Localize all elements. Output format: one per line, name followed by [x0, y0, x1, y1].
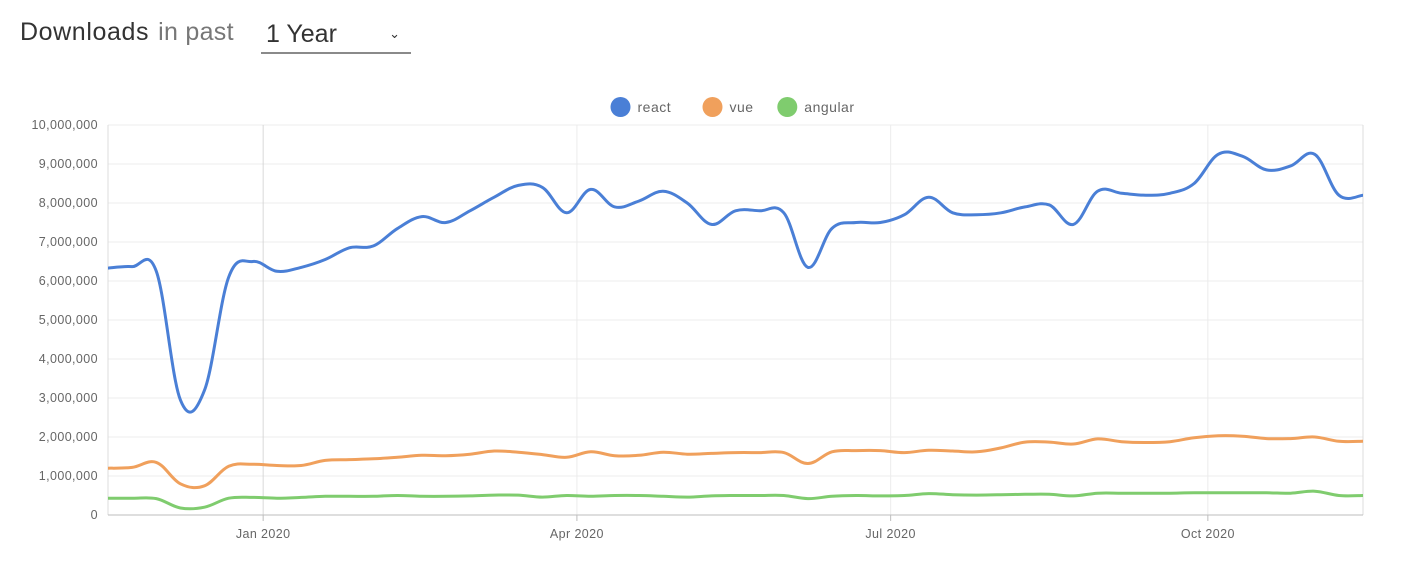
legend: react vue angular: [610, 97, 854, 117]
y-tick-label: 8,000,000: [39, 196, 98, 210]
series-line-react: [108, 150, 1363, 414]
downloads-heading: Downloads in past: [20, 18, 234, 54]
series-line-angular: [108, 489, 1363, 511]
y-axis: 0 1,000,000 2,000,000 3,000,000 4,000,000 5,0…: [31, 118, 1364, 522]
heading-in-past: in past: [158, 18, 234, 46]
y-tick-label: 7,000,000: [39, 235, 98, 249]
legend-item-angular[interactable]: angular: [777, 97, 854, 117]
y-tick-label: 1,000,000: [39, 469, 98, 483]
legend-swatch-vue: [702, 97, 723, 117]
legend-label-react: react: [638, 99, 672, 115]
legend-label-vue: vue: [730, 99, 754, 115]
legend-swatch-react: [610, 97, 631, 117]
heading-downloads: Downloads: [20, 18, 150, 46]
x-axis: Jan 2020 Apr 2020 Jul 2020 Oct 2020: [108, 514, 1363, 541]
x-tick-label: Apr 2020: [550, 527, 604, 541]
legend-label-angular: angular: [804, 99, 854, 115]
y-tick-label: 2,000,000: [39, 430, 98, 444]
y-tick-label: 6,000,000: [39, 274, 98, 288]
legend-item-vue[interactable]: vue: [702, 97, 754, 117]
time-range-value: 1 Year: [266, 20, 337, 48]
y-tick-label: 3,000,000: [39, 391, 98, 405]
y-tick-label: 5,000,000: [39, 313, 98, 327]
y-tick-label: 4,000,000: [39, 352, 98, 366]
legend-item-react[interactable]: react: [610, 97, 672, 117]
series-lines: [108, 150, 1363, 511]
y-tick-label: 0: [91, 508, 98, 522]
grid-lines: [108, 124, 1363, 516]
y-tick-label: 10,000,000: [31, 118, 98, 132]
legend-swatch-angular: [777, 97, 798, 117]
time-range-select[interactable]: 1 Year ⌄: [261, 18, 411, 54]
x-tick-label: Jul 2020: [865, 527, 915, 541]
y-tick-label: 9,000,000: [39, 157, 98, 171]
x-tick-label: Jan 2020: [236, 527, 291, 541]
series-line-vue: [108, 434, 1363, 490]
chevron-down-icon: ⌄: [389, 26, 400, 41]
x-tick-label: Oct 2020: [1181, 527, 1235, 541]
